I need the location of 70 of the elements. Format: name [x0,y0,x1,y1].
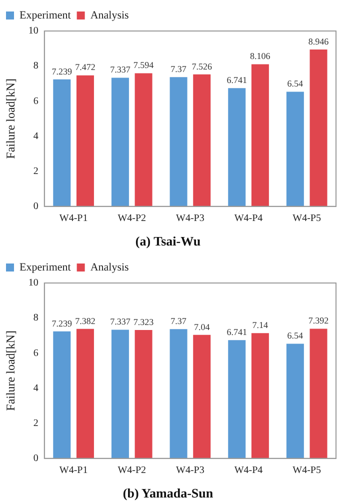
data-label: 7.337 [110,64,131,75]
legend-label: Experiment [20,9,71,22]
bar [286,92,304,206]
legend-label: Analysis [90,9,129,22]
bar [53,331,71,458]
legend-label: Experiment [20,261,71,274]
bar [170,329,188,458]
y-tick-label: 10 [28,26,38,37]
data-label: 7.392 [308,316,329,326]
bar [170,77,188,206]
data-label: 7.323 [133,316,154,327]
bar [310,49,328,206]
bar [251,64,269,206]
bar [111,78,129,206]
data-label: 6.54 [287,330,304,341]
data-label: 7.14 [252,320,269,330]
y-axis-title: Failure load[kN] [3,78,18,159]
data-label: 7.37 [170,316,187,326]
x-tick-label: W4-P2 [118,465,146,476]
bar [286,344,304,458]
x-tick-label: W4-P1 [59,465,88,476]
legend-label: Analysis [90,261,129,274]
data-label: 6.741 [226,327,247,338]
bar [251,333,269,458]
bar [76,328,94,458]
y-axis-title: Failure load[kN] [3,330,18,411]
bar [193,334,211,458]
x-tick-label: W4-P4 [234,213,263,224]
data-label: 6.54 [287,78,304,89]
x-tick-label: W4-P3 [176,213,204,224]
y-tick-label: 0 [33,201,38,212]
x-tick-label: W4-P2 [118,213,146,224]
x-tick-label: W4-P1 [59,213,88,224]
bar [134,330,152,458]
y-tick-label: 4 [33,382,38,394]
data-label: 8.946 [308,36,330,46]
text: (a) Tsai-Wu [135,234,201,249]
y-tick-label: 8 [33,312,38,324]
bar [134,73,152,206]
bar [228,340,246,458]
bar [111,330,129,458]
x-tick-label: W4-P5 [292,465,322,476]
y-tick-label: 6 [33,96,38,107]
data-label: 7.594 [133,60,154,70]
data-label: 7.239 [52,66,73,76]
data-label: 7.04 [194,322,210,332]
data-label: 7.37 [170,64,187,74]
data-label: 6.741 [226,75,247,86]
data-label: 7.337 [110,316,131,327]
data-label: 8.106 [250,51,271,62]
bar [53,79,71,206]
data-label: 7.472 [75,62,96,72]
y-tick-label: 6 [33,348,38,359]
y-tick-label: 4 [33,130,38,142]
y-tick-label: 0 [33,453,38,464]
bar [76,75,94,206]
data-label: 7.382 [75,316,96,326]
x-tick-label: W4-P3 [176,465,204,476]
y-tick-label: 10 [28,278,38,289]
bar [228,88,246,206]
x-tick-label: W4-P4 [234,465,263,476]
y-tick-label: 8 [33,60,38,72]
y-tick-label: 2 [33,418,38,429]
text: (b) Yamada-Sun [122,486,214,501]
data-label: 7.526 [192,61,212,72]
data-label: 7.239 [52,318,73,328]
x-tick-label: W4-P5 [292,213,322,224]
bar [193,74,211,206]
y-tick-label: 2 [33,166,38,177]
bar [310,328,328,458]
